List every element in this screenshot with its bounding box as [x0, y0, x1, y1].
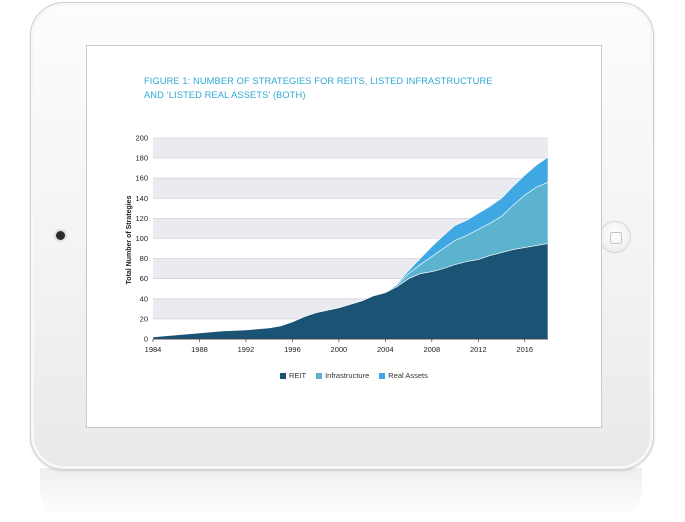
- chart-legend: REIT Infrastructure Real Assets: [280, 371, 428, 380]
- grid-band: [153, 138, 548, 159]
- y-axis-label: Total Number of Strategies: [126, 195, 133, 284]
- legend-swatch-reit: [280, 372, 286, 379]
- legend-label-real-assets: Real Assets: [388, 371, 428, 380]
- grid-band: [153, 178, 548, 199]
- area-series-reit: [152, 243, 549, 340]
- y-tick-label: 160: [135, 174, 148, 183]
- y-tick-label: 20: [140, 314, 148, 323]
- x-tick-label: 1992: [238, 345, 255, 354]
- x-tick-label: 2000: [331, 345, 348, 354]
- chart-axes: 0 20 40 60 80 100 120 140 160 180 200 1984 1988 1992 1…: [135, 134, 548, 354]
- camera-icon: [56, 231, 65, 240]
- legend-item-real-assets: Real Assets: [379, 371, 428, 380]
- legend-swatch-infrastructure: [316, 372, 323, 379]
- legend-swatch-real-assets: [379, 372, 386, 379]
- legend-label-infrastructure: Infrastructure: [325, 371, 370, 380]
- figure-title-line-1: FIGURE 1: NUMBER OF STRATEGIES FOR REITS…: [144, 76, 493, 86]
- legend-label-reit: REIT: [289, 371, 307, 380]
- x-tick-label: 1988: [191, 345, 208, 354]
- x-tick-label: 2016: [516, 345, 533, 354]
- figure-title: FIGURE 1: NUMBER OF STRATEGIES FOR REITS…: [144, 74, 504, 102]
- device-reflection: [40, 468, 642, 522]
- y-tick-label: 180: [135, 154, 148, 163]
- x-tick-label: 1984: [145, 345, 162, 354]
- y-tick-label: 120: [135, 214, 148, 223]
- x-tick-label: 2012: [470, 345, 487, 354]
- legend-item-infrastructure: Infrastructure: [316, 371, 369, 380]
- y-tick-label: 200: [135, 134, 148, 143]
- y-tick-label: 100: [135, 234, 148, 243]
- y-tick-label: 60: [140, 274, 148, 283]
- y-tick-label: 40: [140, 294, 148, 303]
- y-tick-label: 80: [140, 254, 148, 263]
- home-button[interactable]: [599, 221, 631, 253]
- x-tick-label: 1996: [284, 345, 301, 354]
- figure-title-line-2: AND ‘LISTED REAL ASSETS’ (BOTH): [144, 90, 306, 100]
- x-tick-label: 2008: [423, 345, 440, 354]
- legend-item-reit: REIT: [280, 371, 306, 380]
- home-button-icon: [610, 232, 622, 244]
- y-tick-label: 140: [135, 194, 148, 203]
- y-tick-label: 0: [144, 335, 148, 344]
- x-tick-label: 2004: [377, 345, 394, 354]
